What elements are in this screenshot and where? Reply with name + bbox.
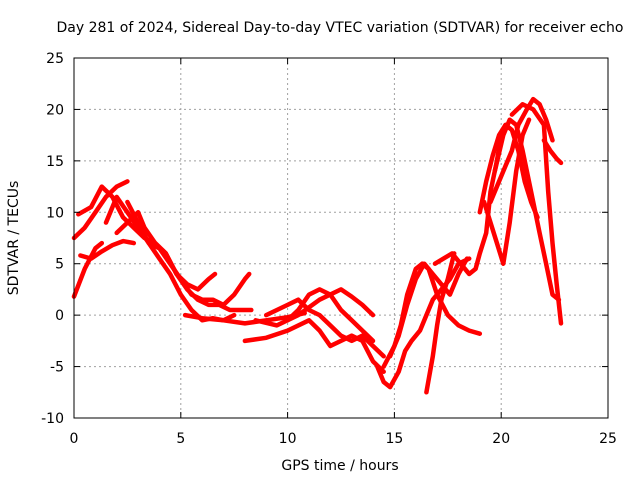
x-tick-label: 25 (599, 431, 617, 447)
y-tick-label: 5 (55, 257, 64, 273)
grid-lines (74, 58, 608, 418)
series-sat-21 (492, 117, 562, 302)
series-sat-16 (424, 251, 457, 395)
y-axis-label: SDTVAR / TECUs (6, 181, 22, 296)
y-tick-label: 20 (46, 102, 64, 118)
y-tick-label: 10 (46, 205, 64, 221)
y-tick-label: 25 (46, 51, 64, 67)
data-series (71, 96, 564, 395)
series-sat-2 (71, 179, 130, 241)
series-sat-15 (387, 256, 470, 359)
x-tick-label: 15 (385, 431, 403, 447)
series-sat-12 (285, 287, 376, 344)
chart-title: Day 281 of 2024, Sidereal Day-to-day VTE… (57, 20, 624, 36)
series-sat-1 (71, 240, 105, 299)
series-sat-20 (488, 96, 555, 205)
series-sat-22 (509, 102, 564, 326)
x-tick-label: 5 (176, 431, 185, 447)
axis-ticks (73, 57, 609, 419)
series-sat-11 (263, 297, 386, 359)
x-tick-label: 10 (279, 431, 297, 447)
y-tick-labels: -10 -5 0 5 10 15 20 25 (41, 51, 64, 427)
y-tick-label: -10 (41, 411, 64, 427)
plot-frame (73, 57, 609, 419)
y-tick-label: -5 (50, 360, 64, 376)
series-sat-23 (541, 138, 564, 166)
y-tick-label: 15 (46, 154, 64, 170)
x-tick-labels: 0 5 10 15 20 25 (70, 431, 617, 447)
series-sat-9 (242, 318, 386, 374)
x-axis-label: GPS time / hours (281, 458, 398, 474)
series-sat-4 (78, 238, 137, 261)
y-tick-label: 0 (55, 308, 64, 324)
series-sat-6 (114, 210, 254, 313)
x-tick-label: 0 (70, 431, 79, 447)
x-tick-label: 20 (492, 431, 510, 447)
